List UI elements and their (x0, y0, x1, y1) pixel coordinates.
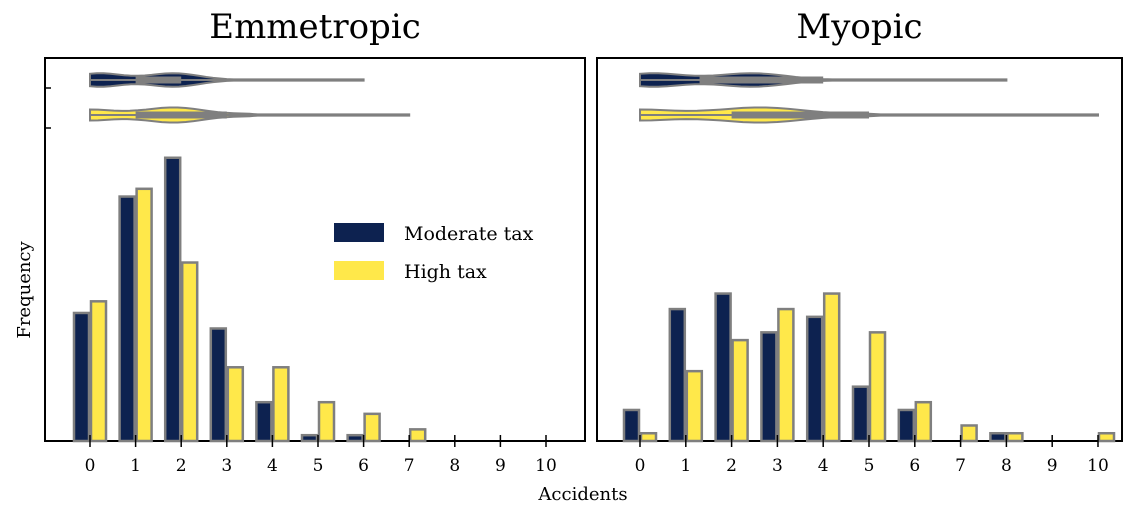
emmetropic-bar-moderate-5 (300, 433, 319, 443)
myopic-bar-high-5 (868, 331, 887, 443)
emmetropic-panel-title: Emmetropic (209, 7, 421, 47)
legend-swatch-high (334, 261, 384, 280)
emmetropic-bar-moderate-2 (163, 156, 182, 443)
myopic-x-tick-label: 2 (726, 456, 737, 476)
emmetropic-bar-high-1 (135, 187, 153, 443)
myopic-panel-title: Myopic (796, 7, 922, 47)
emmetropic-x-tick-label: 2 (176, 456, 187, 476)
myopic-bar-high-7 (960, 424, 978, 443)
myopic-bar-moderate-1 (668, 307, 687, 443)
myopic-bar-high-3 (777, 307, 795, 443)
emmetropic-bar-high-4 (272, 366, 290, 443)
myopic-violin-iqr-box (731, 111, 869, 119)
myopic-x-tick-label: 6 (909, 456, 920, 476)
emmetropic-x-tick-label: 1 (130, 456, 141, 476)
emmetropic-violin-iqr-box (135, 111, 227, 119)
emmetropic-bar-moderate-1 (118, 195, 136, 443)
emmetropic-x-tick-label: 9 (495, 456, 506, 476)
myopic-bar-moderate-2 (714, 292, 732, 443)
emmetropic-x-tick-label: 3 (221, 456, 232, 476)
myopic-bar-high-4 (822, 292, 841, 443)
emmetropic-bar-high-0 (89, 300, 108, 443)
emmetropic-bar-high-6 (363, 412, 381, 443)
myopic-bar-moderate-4 (805, 315, 824, 443)
legend-label-high: High tax (404, 261, 487, 283)
y-axis-label: Frequency (14, 240, 35, 338)
emmetropic-x-tick-label: 7 (404, 456, 415, 476)
legend-label-moderate: Moderate tax (404, 223, 534, 245)
myopic-bar-moderate-5 (851, 385, 870, 443)
myopic-bar-high-6 (914, 400, 933, 443)
x-axis-label: Accidents (537, 484, 627, 505)
emmetropic-bar-high-3 (226, 366, 245, 443)
myopic-bar-moderate-8 (989, 431, 1007, 443)
myopic-x-tick-label: 9 (1047, 456, 1058, 476)
myopic-bar-high-8 (1006, 431, 1024, 443)
emmetropic-violin-iqr-box (135, 76, 182, 84)
emmetropic-bar-high-2 (180, 261, 199, 443)
myopic-bar-moderate-0 (622, 408, 641, 443)
emmetropic-x-tick-label: 4 (267, 456, 278, 476)
emmetropic-x-tick-label: 0 (85, 456, 96, 476)
emmetropic-x-tick-label: 5 (313, 456, 324, 476)
emmetropic-x-tick-label: 8 (449, 456, 460, 476)
myopic-bar-moderate-3 (760, 331, 778, 443)
emmetropic-x-tick-label: 6 (358, 456, 369, 476)
emmetropic-bar-high-5 (317, 400, 336, 443)
myopic-bar-high-10 (1097, 431, 1116, 443)
emmetropic-bar-moderate-0 (72, 311, 91, 443)
legend-swatch-moderate (334, 223, 384, 242)
myopic-x-tick-label: 10 (1087, 456, 1109, 476)
myopic-x-tick-label: 7 (955, 456, 966, 476)
myopic-x-tick-label: 1 (680, 456, 691, 476)
myopic-bar-high-2 (731, 338, 749, 443)
emmetropic-bar-high-7 (408, 428, 427, 443)
emmetropic-bar-moderate-4 (255, 400, 273, 443)
myopic-x-tick-label: 5 (864, 456, 875, 476)
myopic-x-tick-label: 4 (818, 456, 829, 476)
myopic-x-tick-label: 8 (1001, 456, 1012, 476)
myopic-x-tick-label: 0 (635, 456, 646, 476)
myopic-bar-high-0 (639, 431, 658, 443)
emmetropic-x-tick-label: 10 (535, 456, 557, 476)
myopic-violin-iqr-box (699, 76, 824, 84)
emmetropic-bar-moderate-6 (346, 433, 364, 443)
emmetropic-bar-moderate-3 (209, 327, 228, 443)
myopic-bar-high-1 (685, 369, 704, 443)
myopic-x-tick-label: 3 (772, 456, 783, 476)
myopic-bar-moderate-6 (897, 408, 916, 443)
